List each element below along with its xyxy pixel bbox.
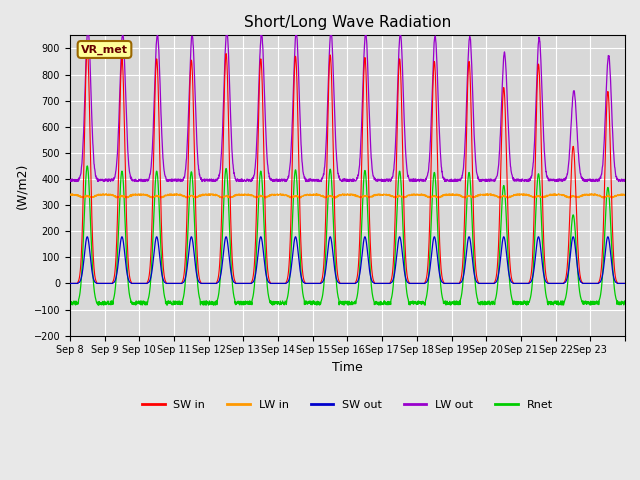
Legend: SW in, LW in, SW out, LW out, Rnet: SW in, LW in, SW out, LW out, Rnet — [138, 395, 557, 414]
Y-axis label: (W/m2): (W/m2) — [15, 162, 28, 209]
X-axis label: Time: Time — [332, 361, 363, 374]
Title: Short/Long Wave Radiation: Short/Long Wave Radiation — [244, 15, 451, 30]
Text: VR_met: VR_met — [81, 44, 128, 55]
